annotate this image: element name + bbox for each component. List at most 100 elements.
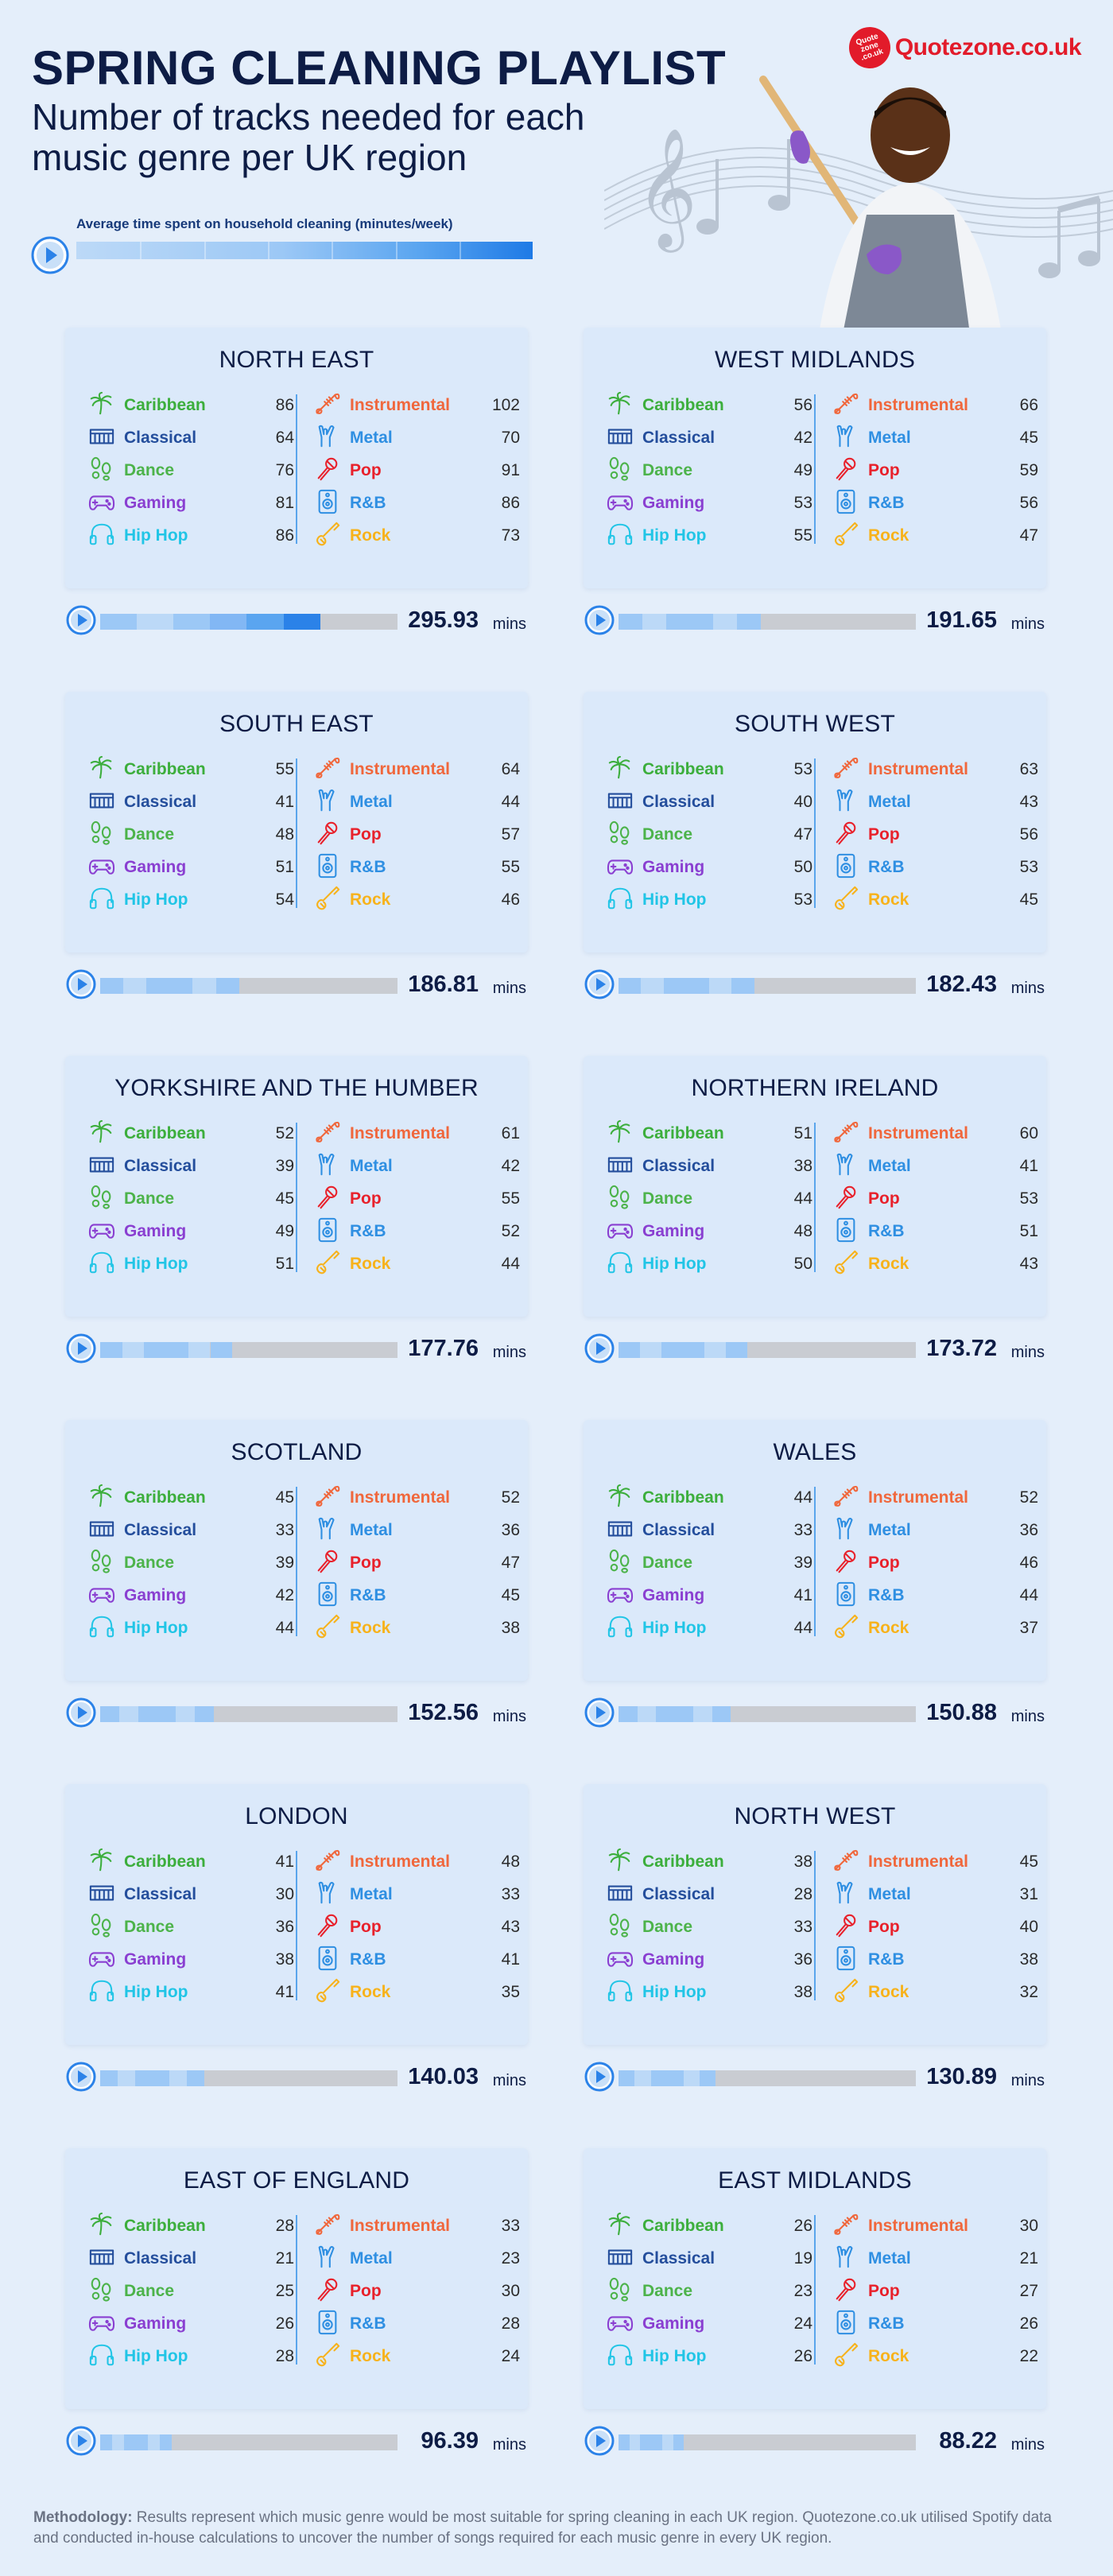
time-bar-segment: [100, 1342, 122, 1358]
play-icon[interactable]: [584, 2061, 615, 2093]
time-bar-segment: [123, 978, 147, 994]
time-bar-segment: [136, 2434, 149, 2450]
genre-row: Hip Hop 53: [606, 886, 812, 918]
genre-row: Rock 45: [832, 886, 1038, 918]
genre-track-count: 38: [793, 1852, 812, 1871]
quotezone-logo[interactable]: Quote zone .co.uk Quotezone.co.uk: [843, 21, 1082, 74]
region-title: EAST MIDLANDS: [718, 2167, 912, 2194]
genre-track-count: 47: [1019, 526, 1038, 545]
time-bar-segment: [619, 978, 642, 994]
region-card: LONDON Caribbean 41 Classical 30 Dance 36 Gamin…: [65, 1784, 528, 2045]
minutes-unit: mins: [492, 2072, 526, 2089]
trumpet-icon: [834, 757, 859, 778]
play-icon[interactable]: [65, 1697, 97, 1728]
genre-track-count: 44: [793, 1619, 812, 1637]
headphones-icon: [607, 1251, 633, 1274]
headphones-icon: [89, 523, 114, 545]
minutes-value: 191.65: [926, 607, 997, 633]
genre-track-count: 44: [1019, 1586, 1038, 1604]
genre-track-count: 52: [275, 1124, 294, 1143]
microphone-icon: [317, 457, 338, 481]
genre-track-count: 23: [793, 2282, 812, 2300]
genre-track-count: 33: [793, 1521, 812, 1539]
genre-row: Caribbean 56: [606, 391, 812, 424]
guitar-icon: [835, 522, 859, 546]
genre-row: Metal 31: [832, 1880, 1038, 1913]
genre-name: Rock: [868, 1983, 909, 2001]
time-bar-track: [619, 1342, 916, 1358]
dance-steps-icon: [91, 1185, 111, 1209]
genre-track-count: 36: [1019, 1521, 1038, 1539]
genre-name: Instrumental: [868, 760, 969, 778]
genre-row: Metal 36: [832, 1516, 1038, 1549]
time-bar: 186.81 mins: [65, 968, 528, 1000]
genre-row: Gaming 26: [87, 2310, 294, 2342]
piano-icon: [89, 1157, 114, 1173]
genre-row: R&B 51: [832, 1217, 1038, 1250]
dance-steps-icon: [609, 821, 630, 845]
genre-column-left: Caribbean 28 Classical 21 Dance 25 Gaming 26 Hip…: [87, 2212, 294, 2375]
genre-name: Caribbean: [642, 1124, 724, 1143]
genre-row: Hip Hop 54: [87, 886, 294, 918]
play-icon[interactable]: [65, 1333, 97, 1364]
play-icon[interactable]: [65, 2425, 97, 2457]
play-icon[interactable]: [65, 2061, 97, 2093]
play-icon[interactable]: [65, 604, 97, 636]
piano-icon: [607, 1521, 633, 1537]
region-title: WEST MIDLANDS: [714, 347, 916, 373]
genre-name: Hip Hop: [642, 1255, 707, 1273]
genre-name: Caribbean: [124, 1488, 206, 1507]
genre-row: Caribbean 45: [87, 1484, 294, 1516]
time-bar-segment: [169, 978, 193, 994]
rock-hand-icon: [836, 1517, 853, 1540]
genre-track-count: 76: [275, 461, 294, 479]
time-bar-segment: [683, 2070, 700, 2086]
genre-column-left: Caribbean 51 Classical 38 Dance 44 Gaming 48 Hip…: [606, 1119, 812, 1282]
play-icon[interactable]: [65, 968, 97, 1000]
genre-name: Instrumental: [868, 1124, 969, 1143]
time-bar-segment: [146, 978, 170, 994]
piano-icon: [607, 1157, 633, 1173]
time-bar-fill: [619, 2070, 716, 2086]
time-bar-segment: [619, 1706, 638, 1722]
time-bar: 96.39 mins: [65, 2425, 528, 2457]
region-title: LONDON: [245, 1803, 348, 1829]
trumpet-icon: [316, 1121, 340, 1143]
genre-name: Gaming: [124, 1586, 187, 1604]
microphone-icon: [836, 2278, 856, 2302]
genre-track-count: 64: [275, 429, 294, 447]
genre-track-count: 40: [1019, 1918, 1038, 1936]
play-icon[interactable]: [30, 235, 70, 275]
genre-track-count: 28: [275, 2347, 294, 2365]
methodology-text: Results represent which music genre woul…: [33, 2509, 1052, 2547]
genre-name: Instrumental: [868, 1852, 969, 1871]
genre-row: Caribbean 26: [606, 2212, 812, 2244]
genre-name: Dance: [642, 461, 693, 479]
genre-track-count: 63: [1019, 760, 1038, 778]
play-icon[interactable]: [584, 1333, 615, 1364]
piano-icon: [607, 793, 633, 809]
genre-name: R&B: [350, 1586, 386, 1604]
genre-name: Rock: [868, 2347, 909, 2365]
play-icon[interactable]: [584, 2425, 615, 2457]
time-bar-segment: [100, 614, 138, 630]
genre-name: R&B: [868, 2314, 905, 2333]
genre-track-count: 52: [1019, 1488, 1038, 1507]
genre-name: Metal: [350, 793, 393, 811]
region-title: NORTH WEST: [734, 1803, 896, 1829]
time-bar-segment: [726, 1342, 748, 1358]
play-icon[interactable]: [584, 968, 615, 1000]
genre-track-count: 64: [501, 760, 520, 778]
genre-track-count: 56: [793, 396, 812, 414]
region-title: EAST OF ENGLAND: [183, 2167, 410, 2194]
palm-tree-icon: [608, 1119, 630, 1143]
play-icon[interactable]: [584, 1697, 615, 1728]
genre-track-count: 39: [793, 1554, 812, 1572]
genre-name: Hip Hop: [642, 1983, 707, 2001]
genre-name: Instrumental: [350, 1852, 451, 1871]
play-icon[interactable]: [584, 604, 615, 636]
genre-track-count: 36: [275, 1918, 294, 1936]
dance-steps-icon: [609, 2277, 630, 2302]
time-bar-segment: [157, 1706, 176, 1722]
genre-name: Metal: [868, 1521, 911, 1539]
